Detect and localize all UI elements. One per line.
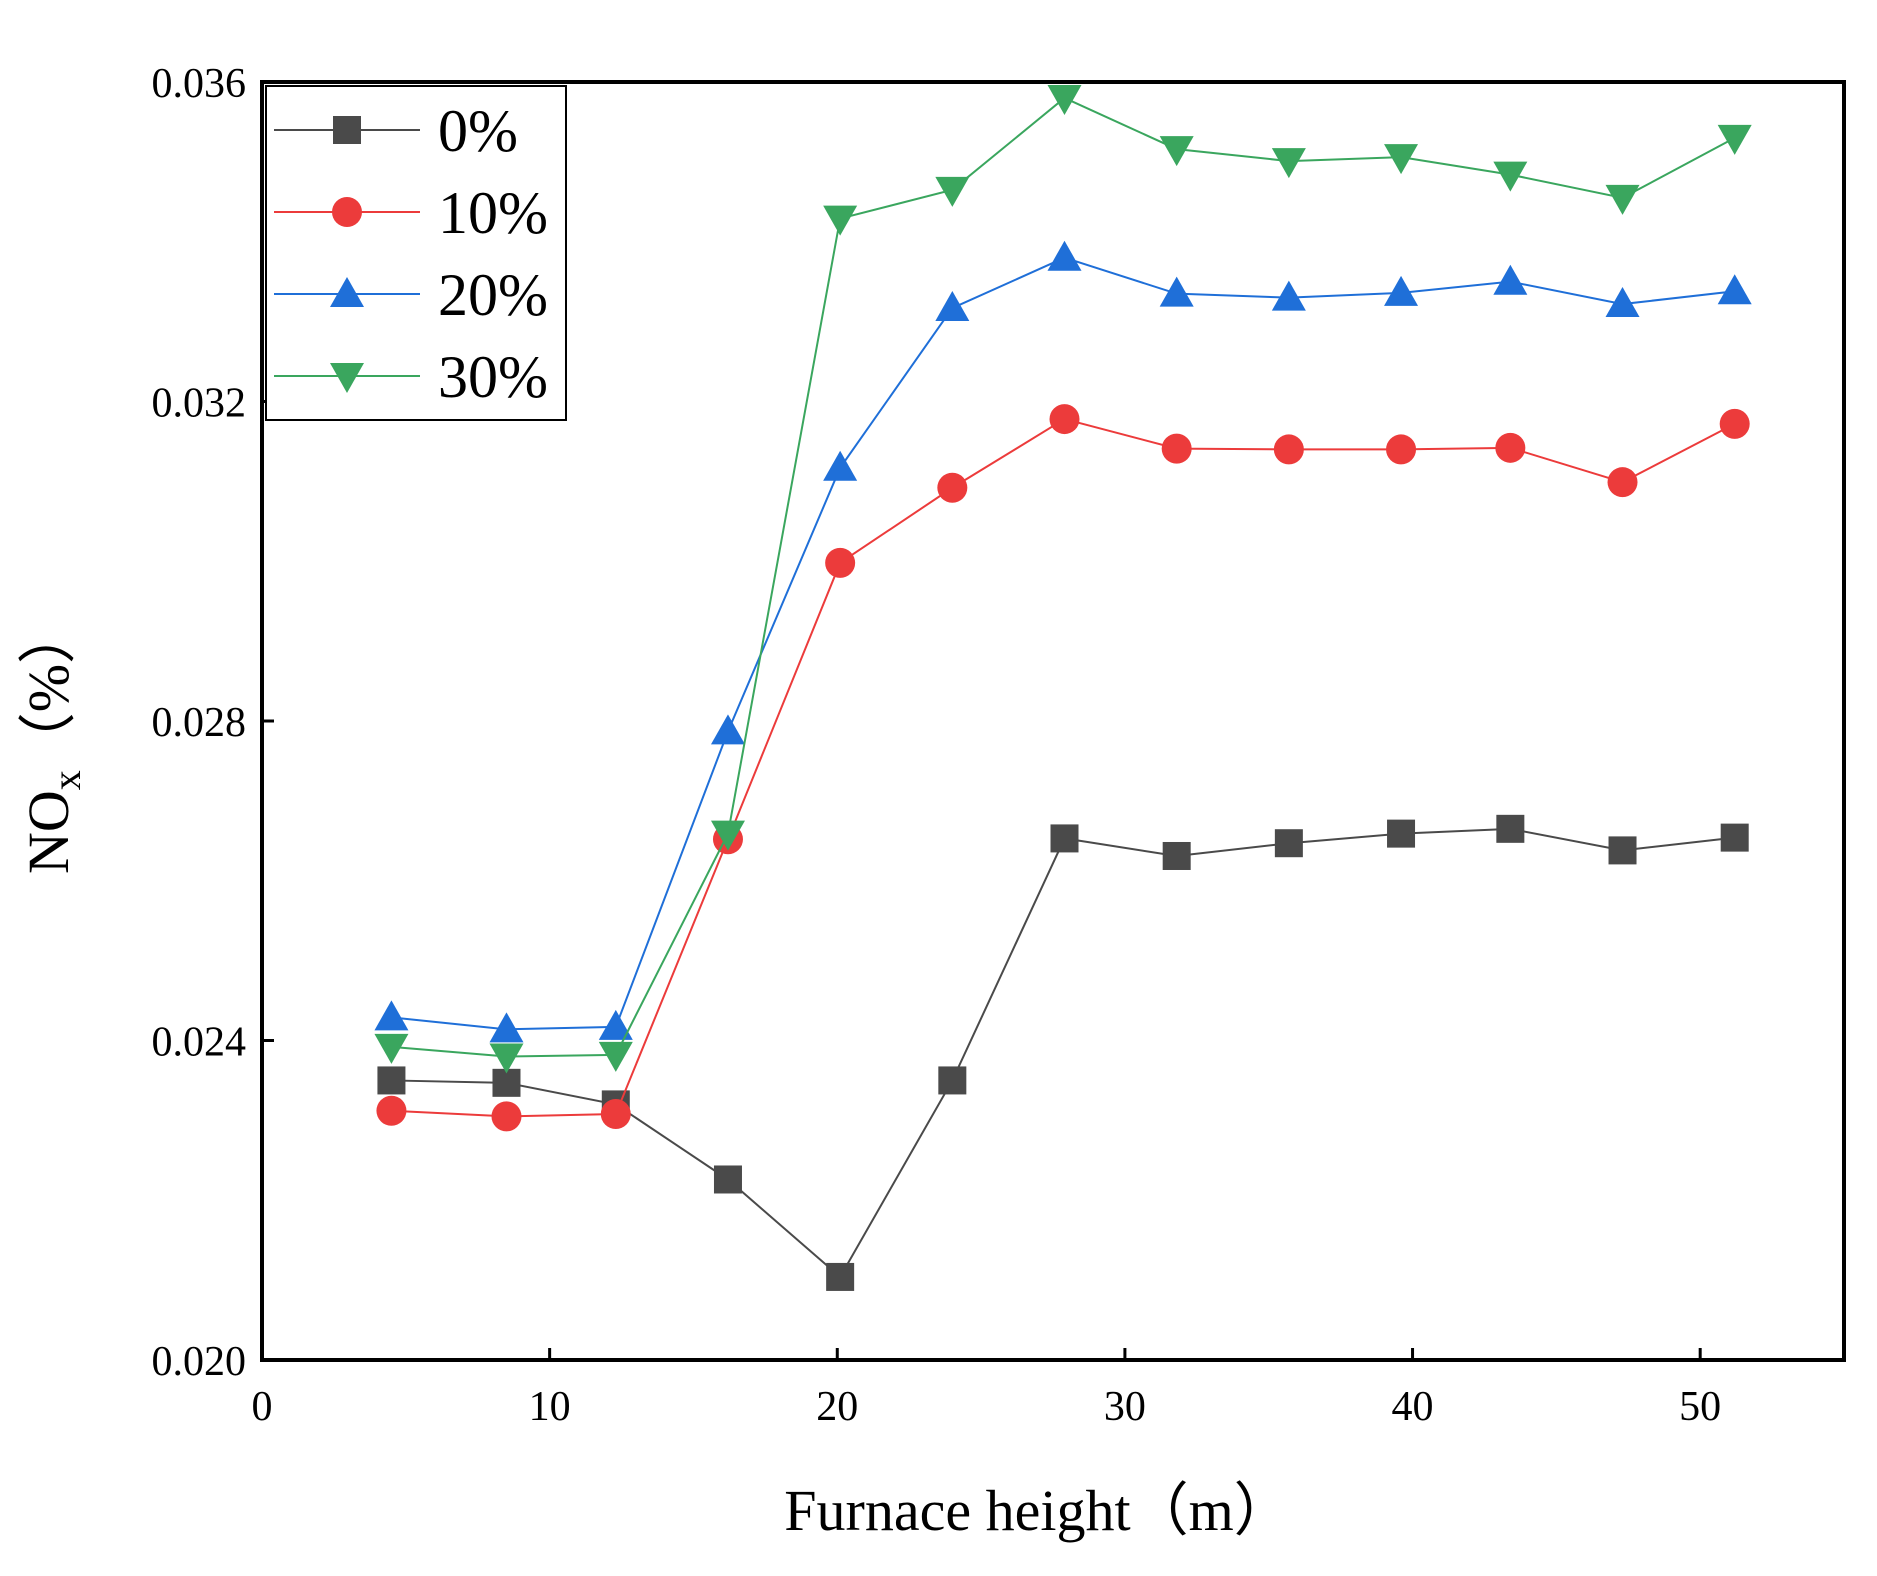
data-point <box>1159 276 1194 307</box>
y-axis-title-suffix: （%） <box>16 606 81 770</box>
data-point <box>1605 287 1640 318</box>
data-point <box>935 176 970 207</box>
y-axis-title: NOx（%） <box>16 606 89 874</box>
y-axis-title-main: NO <box>16 790 81 874</box>
y-tick-label: 0.020 <box>152 1339 247 1385</box>
data-point <box>1049 404 1080 435</box>
data-point <box>374 1033 409 1064</box>
data-point <box>1720 823 1749 852</box>
legend-label: 20% <box>438 262 548 328</box>
data-point <box>1719 408 1750 439</box>
data-point <box>1495 432 1526 463</box>
data-point <box>823 205 858 236</box>
series-line <box>391 417 1736 1118</box>
legend-label: 0% <box>438 98 518 164</box>
data-point <box>1493 161 1528 192</box>
data-point <box>1608 836 1637 865</box>
data-point <box>1605 184 1640 215</box>
x-tick-label: 30 <box>1104 1384 1146 1430</box>
data-point <box>374 1000 409 1031</box>
data-point <box>1159 136 1194 167</box>
data-point <box>377 1066 406 1095</box>
data-point <box>598 1041 633 1072</box>
data-point <box>1274 829 1303 858</box>
data-point <box>1162 841 1191 870</box>
x-axis-title: Furnace height（m） <box>784 1478 1291 1543</box>
data-point <box>1384 144 1419 175</box>
data-point <box>489 1012 524 1043</box>
data-point <box>937 472 968 503</box>
x-tick-label: 0 <box>252 1384 273 1430</box>
y-tick-label: 0.036 <box>152 61 247 107</box>
data-point <box>1386 434 1417 465</box>
legend-marker <box>330 363 364 393</box>
data-point <box>710 820 745 851</box>
series-line <box>391 827 1735 1279</box>
data-point <box>1717 124 1752 155</box>
data-point <box>1047 84 1082 115</box>
legend-box <box>265 85 567 421</box>
legend-item-0-pct: 0% <box>274 98 518 164</box>
data-point <box>1047 240 1082 271</box>
legend: 0% 10% 20% 30% <box>265 85 567 421</box>
legend-item-20-pct: 20% <box>274 262 548 328</box>
data-point <box>1273 434 1304 465</box>
x-tick-label: 40 <box>1392 1384 1434 1430</box>
data-point <box>491 1101 522 1132</box>
legend-marker <box>332 197 362 227</box>
data-point <box>710 714 745 745</box>
y-tick-label: 0.024 <box>152 1020 247 1066</box>
data-point <box>938 1066 967 1095</box>
y-axis-title-subscript: x <box>44 770 89 790</box>
y-tick-label: 0.032 <box>152 381 247 427</box>
data-point <box>376 1095 407 1126</box>
axes-layer: 0 10 20 30 40 50 0.020 0.024 0.028 0.032 0.036 <box>152 61 1722 1430</box>
data-point <box>1050 824 1079 853</box>
series-30-pct <box>374 84 1752 1074</box>
series-0-pct <box>377 814 1749 1291</box>
legend-item-30-pct: 30% <box>274 344 548 410</box>
legend-item-10-pct: 10% <box>274 180 548 246</box>
data-point <box>1717 274 1752 305</box>
data-point <box>823 450 858 481</box>
x-tick-label: 20 <box>816 1384 858 1430</box>
data-point <box>1271 280 1306 311</box>
data-point <box>935 291 970 322</box>
data-point <box>489 1043 524 1074</box>
series-20-pct <box>374 240 1752 1043</box>
data-point <box>826 1262 855 1291</box>
legend-marker <box>330 277 364 307</box>
data-point <box>1384 275 1419 306</box>
series-line <box>391 96 1736 1058</box>
data-point <box>1387 819 1416 848</box>
data-point <box>825 547 856 578</box>
series-layer <box>374 84 1752 1291</box>
data-point <box>600 1098 631 1129</box>
data-point <box>492 1068 521 1097</box>
legend-label: 30% <box>438 344 548 410</box>
legend-marker <box>333 116 361 144</box>
data-point <box>1496 814 1525 843</box>
y-tick-label: 0.028 <box>152 700 247 746</box>
data-point <box>598 1009 633 1040</box>
x-tick-label: 50 <box>1679 1384 1721 1430</box>
legend-label: 10% <box>438 180 548 246</box>
data-point <box>1493 264 1528 295</box>
data-point <box>713 1165 742 1194</box>
data-point <box>1271 148 1306 179</box>
series-line <box>391 256 1735 1031</box>
data-point <box>1607 467 1638 498</box>
x-tick-label: 10 <box>529 1384 571 1430</box>
data-point <box>1161 433 1192 464</box>
series-10-pct <box>376 404 1750 1132</box>
